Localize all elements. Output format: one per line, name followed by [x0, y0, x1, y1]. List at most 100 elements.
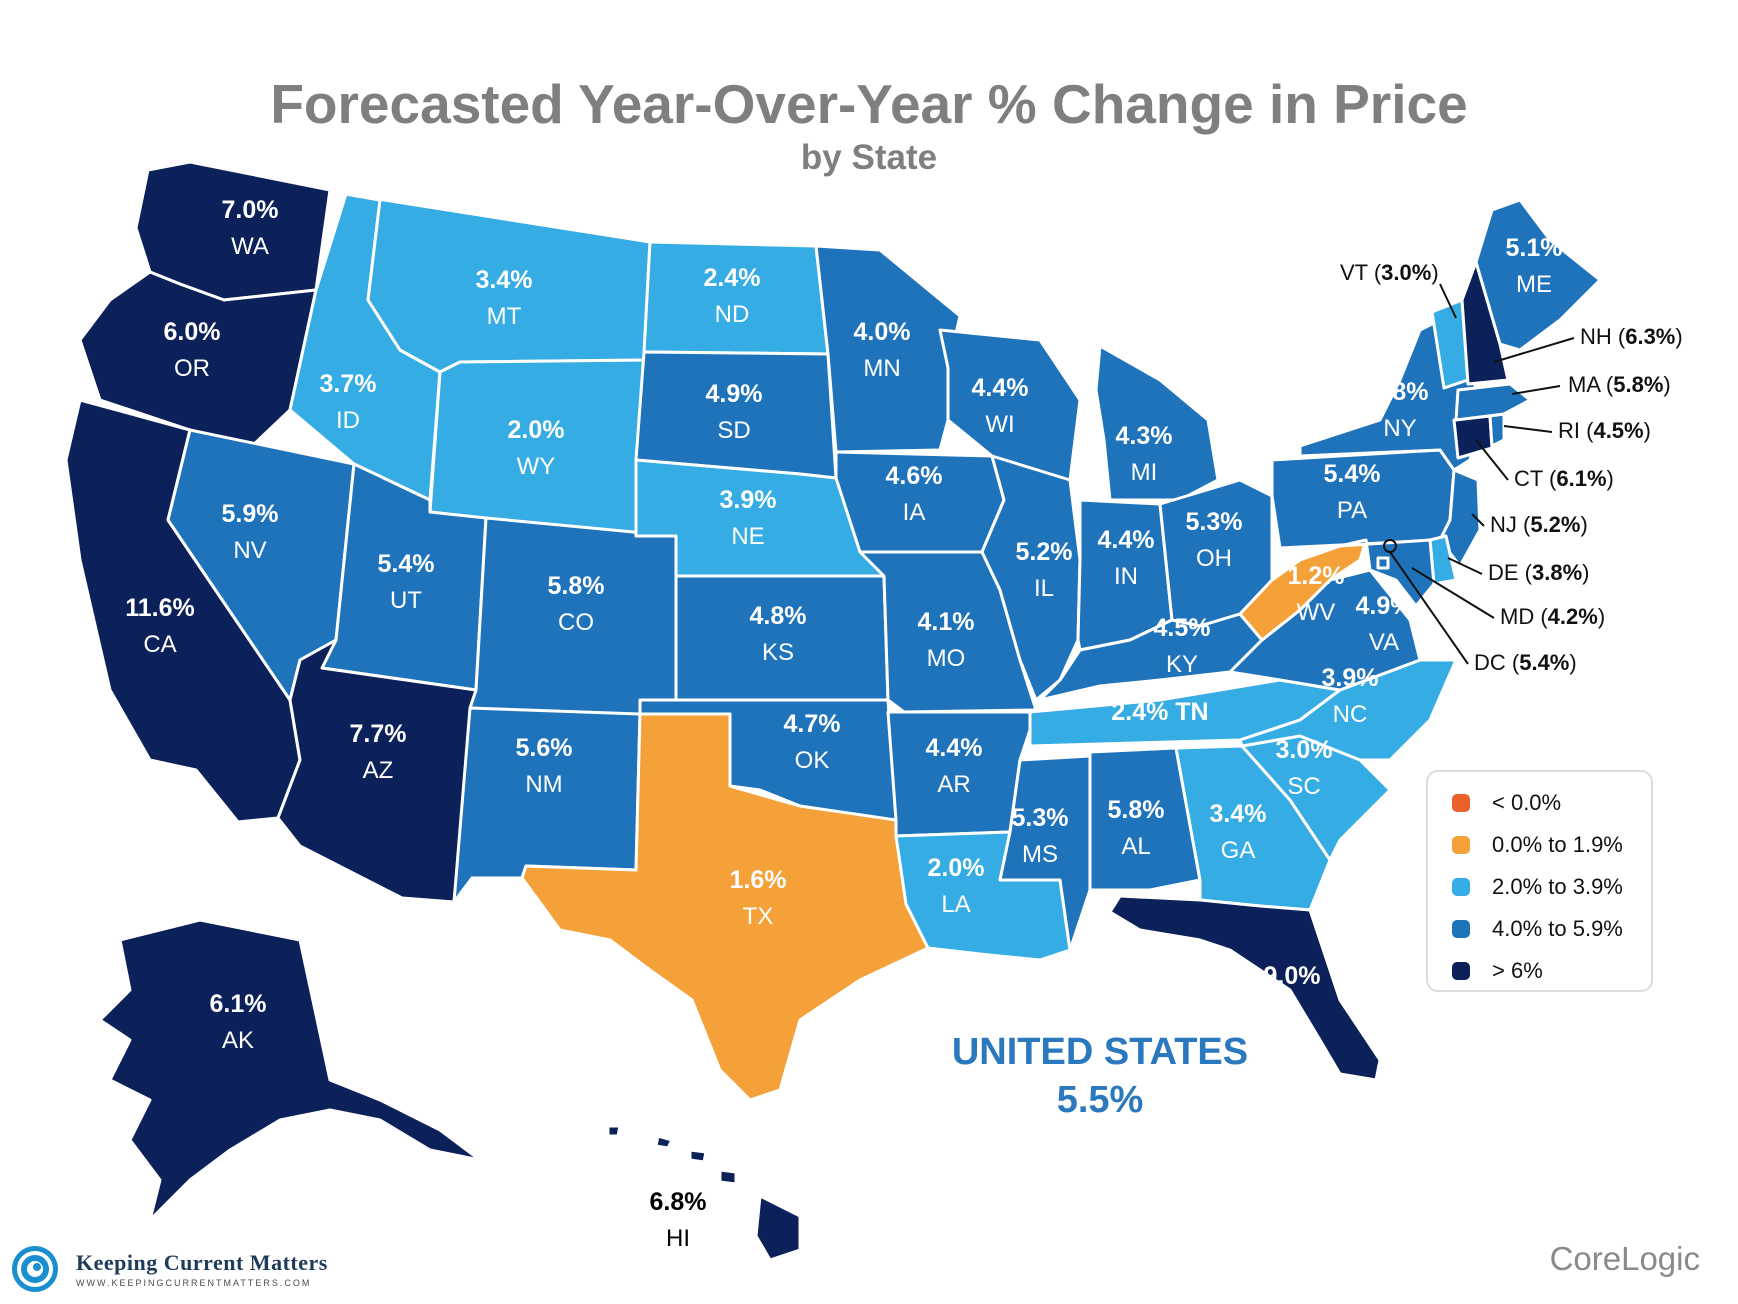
callout-line-nj — [1471, 513, 1485, 527]
state-value-az: 7.7% — [350, 720, 407, 748]
state-abbr-wa: WA — [231, 233, 269, 260]
state-value-al: 5.8% — [1108, 796, 1165, 824]
legend-item: < 0.0% — [1452, 788, 1561, 818]
callout-label-ma: MA (5.8%) — [1568, 372, 1671, 397]
state-value-or: 6.0% — [164, 318, 221, 346]
state-value-ga: 3.4% — [1210, 800, 1267, 828]
state-hi — [606, 1124, 802, 1262]
state-abbr-ok: OK — [795, 747, 830, 774]
callout-line-ri — [1503, 425, 1553, 433]
state-abbr-ia: IA — [903, 499, 926, 526]
state-value-ak: 6.1% — [210, 990, 267, 1018]
brand-url: WWW.KEEPINGCURRENTMATTERS.COM — [76, 1278, 312, 1288]
dc-marker-icon — [1383, 539, 1397, 553]
callout-line-ma — [1511, 385, 1561, 395]
state-value-me: 5.1% — [1506, 234, 1563, 262]
state-abbr-hi: HI — [666, 1225, 690, 1252]
state-value-ia: 4.6% — [886, 462, 943, 490]
state-abbr-sc: SC — [1287, 773, 1320, 800]
state-abbr-me: ME — [1516, 271, 1552, 298]
state-abbr-ne: NE — [731, 523, 764, 550]
state-value-ny: 4.8% — [1372, 378, 1429, 406]
state-nh — [1460, 260, 1510, 386]
state-ks — [674, 574, 890, 702]
state-abbr-al: AL — [1121, 833, 1150, 860]
state-il — [980, 454, 1082, 702]
national-name: UNITED STATES — [951, 1031, 1249, 1073]
state-abbr-ny: NY — [1383, 415, 1416, 442]
state-value-sc: 3.0% — [1276, 736, 1333, 764]
state-abbr-tx: TX — [743, 903, 774, 930]
legend-label: > 6% — [1492, 958, 1543, 983]
state-abbr-ar: AR — [937, 771, 970, 798]
national-summary: UNITED STATES 5.5% — [940, 1028, 1260, 1124]
callout-line-md — [1411, 567, 1495, 619]
state-value-wa: 7.0% — [222, 196, 279, 224]
legend-swatch — [1452, 878, 1470, 896]
state-abbr-co: CO — [558, 609, 594, 636]
state-md — [1338, 538, 1436, 608]
state-abbr-la: LA — [941, 891, 970, 918]
state-mn — [814, 244, 962, 454]
callout-line-vt — [1439, 283, 1457, 319]
state-ma — [1454, 382, 1532, 422]
callout-label-ri: RI (4.5%) — [1558, 418, 1651, 443]
state-nj — [1438, 468, 1482, 568]
state-abbr-nm: NM — [525, 771, 562, 798]
state-ak — [98, 918, 482, 1222]
state-value-oh: 5.3% — [1186, 508, 1243, 536]
page-subtitle: by State — [800, 138, 938, 177]
state-value-in: 4.4% — [1098, 526, 1155, 554]
state-value-ks: 4.8% — [750, 602, 807, 630]
legend-label: 4.0% to 5.9% — [1492, 916, 1623, 941]
callout-label-dc: DC (5.4%) — [1474, 650, 1577, 675]
state-label-tn: 2.4% TN — [1111, 698, 1208, 726]
state-value-il: 5.2% — [1016, 538, 1073, 566]
legend-label: 2.0% to 3.9% — [1492, 874, 1623, 899]
state-value-mt: 3.4% — [476, 266, 533, 294]
callout-line-ct — [1475, 439, 1509, 481]
callout-line-nh — [1493, 337, 1575, 363]
state-abbr-il: IL — [1034, 575, 1054, 602]
state-value-ut: 5.4% — [378, 550, 435, 578]
state-fl — [1108, 894, 1382, 1082]
state-abbr-wv: WV — [1297, 599, 1336, 626]
state-value-id: 3.7% — [320, 370, 377, 398]
state-value-va: 4.9% — [1356, 592, 1413, 620]
brand-logo-icon — [12, 1246, 58, 1292]
state-value-la: 2.0% — [928, 854, 985, 882]
legend-swatch — [1452, 836, 1470, 854]
state-abbr-mi: MI — [1131, 459, 1158, 486]
state-abbr-ks: KS — [762, 639, 794, 666]
state-abbr-nv: NV — [233, 537, 266, 564]
legend-item: 4.0% to 5.9% — [1452, 914, 1623, 944]
state-abbr-oh: OH — [1196, 545, 1232, 572]
legend-label: 0.0% to 1.9% — [1492, 832, 1623, 857]
state-abbr-in: IN — [1114, 563, 1138, 590]
state-nd — [642, 240, 830, 356]
brand-name: Keeping Current Matters — [76, 1250, 328, 1275]
state-abbr-mo: MO — [927, 645, 966, 672]
legend-item: 2.0% to 3.9% — [1452, 872, 1623, 902]
state-abbr-pa: PA — [1337, 497, 1367, 524]
state-abbr-ca: CA — [143, 631, 176, 658]
callout-label-de: DE (3.8%) — [1488, 560, 1589, 585]
state-value-mo: 4.1% — [918, 608, 975, 636]
legend-label: < 0.0% — [1492, 790, 1562, 815]
state-tx — [520, 712, 930, 1102]
state-value-nd: 2.4% — [704, 264, 761, 292]
state-value-ky: 4.5% — [1154, 614, 1211, 642]
state-abbr-ga: GA — [1221, 837, 1256, 864]
state-abbr-mn: MN — [863, 355, 900, 382]
state-ri — [1488, 412, 1506, 448]
state-abbr-sd: SD — [717, 417, 750, 444]
state-dc — [1376, 556, 1390, 570]
state-value-ar: 4.4% — [926, 734, 983, 762]
state-value-mn: 4.0% — [854, 318, 911, 346]
state-value-nv: 5.9% — [222, 500, 279, 528]
source-credit: CoreLogic — [1549, 1240, 1700, 1277]
state-me — [1474, 198, 1602, 352]
national-value: 5.5% — [1056, 1079, 1144, 1121]
state-abbr-ky: KY — [1166, 651, 1198, 678]
